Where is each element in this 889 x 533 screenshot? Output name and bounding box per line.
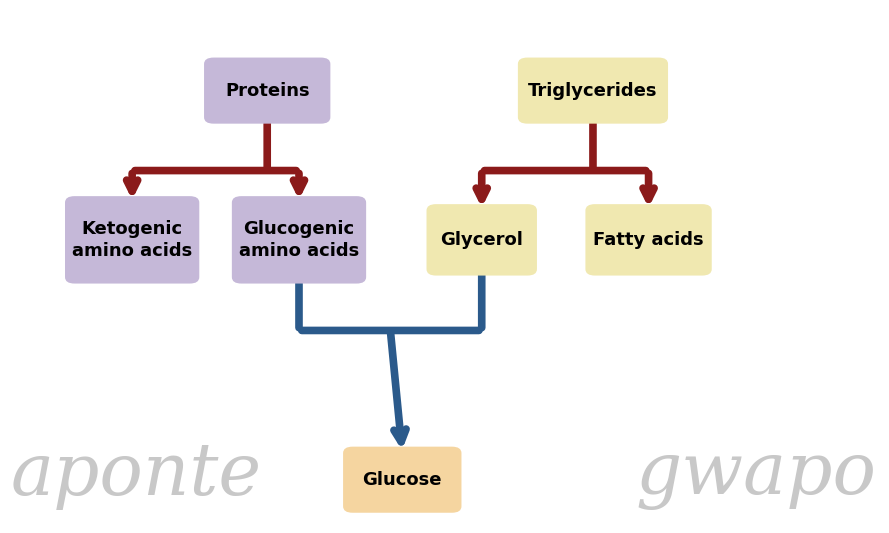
FancyBboxPatch shape: [65, 196, 199, 284]
FancyBboxPatch shape: [586, 204, 712, 276]
Text: Triglycerides: Triglycerides: [528, 82, 658, 100]
Text: gwapo: gwapo: [636, 439, 877, 510]
FancyBboxPatch shape: [343, 447, 461, 513]
FancyBboxPatch shape: [232, 196, 366, 284]
Text: Fatty acids: Fatty acids: [593, 231, 704, 249]
Text: Glucose: Glucose: [363, 471, 442, 489]
FancyBboxPatch shape: [427, 204, 537, 276]
Text: Ketogenic
amino acids: Ketogenic amino acids: [72, 220, 192, 260]
FancyBboxPatch shape: [204, 58, 331, 124]
Text: Proteins: Proteins: [225, 82, 309, 100]
FancyBboxPatch shape: [518, 58, 668, 124]
Text: aponte: aponte: [11, 439, 261, 510]
Text: Glucogenic
amino acids: Glucogenic amino acids: [239, 220, 359, 260]
Text: Glycerol: Glycerol: [440, 231, 523, 249]
